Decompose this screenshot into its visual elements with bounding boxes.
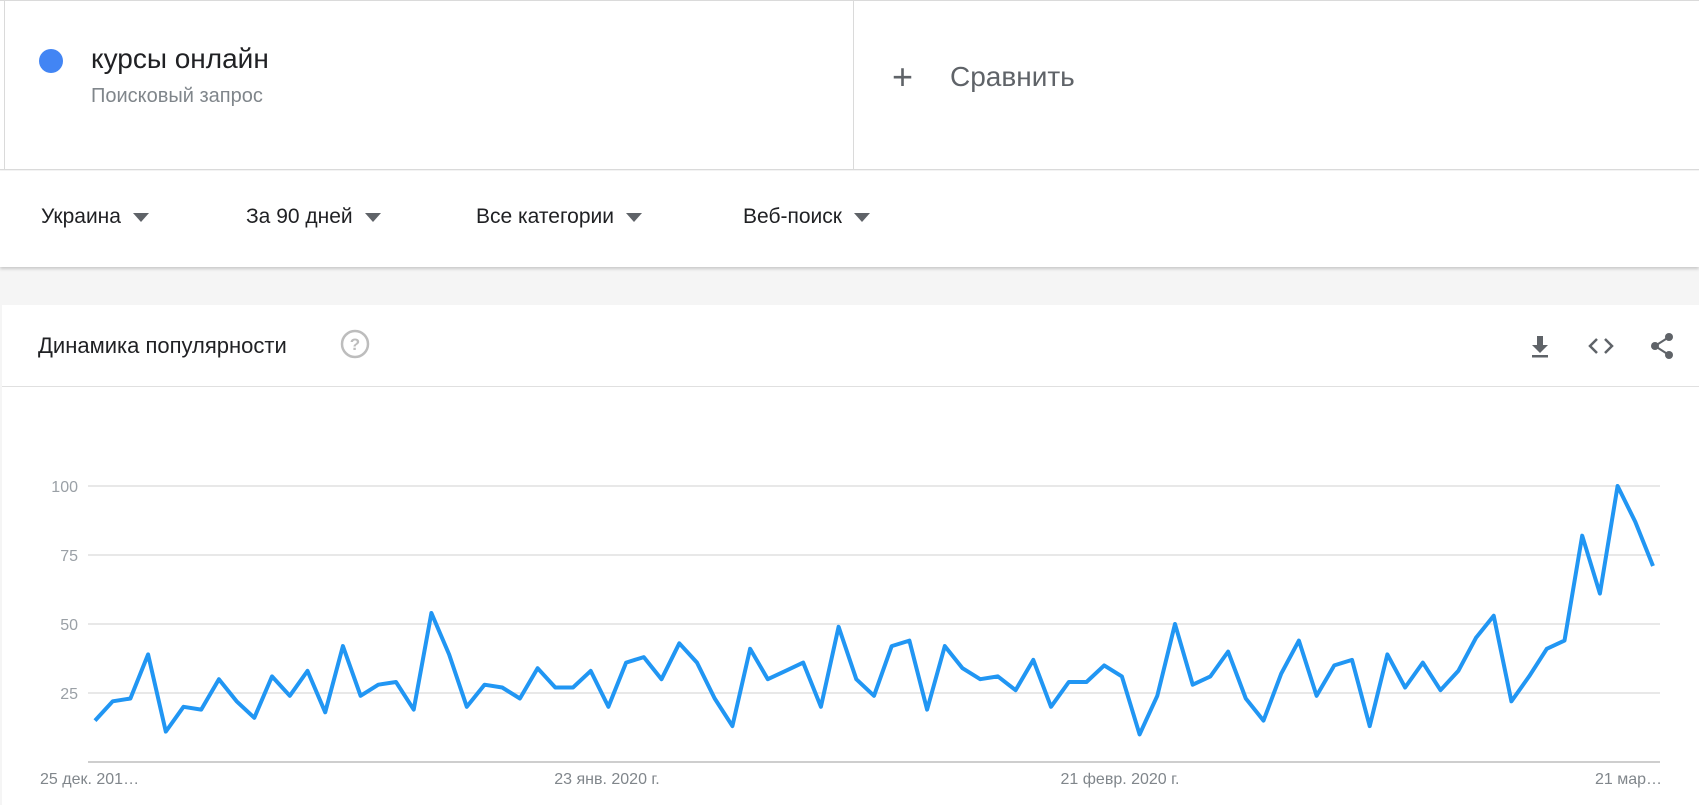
search-term-subtitle: Поисковый запрос (91, 85, 263, 107)
x-tick-label: 21 февр. 2020 г. (1061, 771, 1180, 788)
period-label: За 90 дней (246, 205, 353, 228)
y-tick-label: 75 (60, 548, 78, 565)
chevron-down-icon (132, 212, 149, 222)
filters-bar: Украина За 90 дней Все категории Веб-пои… (0, 171, 1699, 267)
chevron-down-icon (364, 212, 381, 222)
share-icon[interactable] (1647, 331, 1677, 361)
svg-text:?: ? (350, 335, 360, 354)
category-dropdown[interactable]: Все категории (476, 205, 642, 229)
compare-label: Сравнить (950, 61, 1075, 92)
region-label: Украина (41, 205, 121, 228)
category-label: Все категории (476, 205, 614, 228)
chart-header: Динамика популярности ? (2, 305, 1699, 387)
search-term-title[interactable]: курсы онлайн (91, 43, 269, 74)
line-chart: 25 50 75 100 25 дек. 201… 23 янв. 2020 г. 21 ф… (40, 479, 1662, 788)
y-tick-label: 50 (60, 617, 78, 634)
x-tick-label: 25 дек. 201… (40, 771, 139, 788)
search-term-card: курсы онлайн Поисковый запрос + Сравнить (0, 0, 1699, 170)
embed-icon[interactable] (1586, 331, 1616, 361)
y-tick-label: 25 (60, 686, 78, 703)
x-tick-label: 21 мар… (1595, 771, 1662, 788)
search-type-label: Веб-поиск (743, 205, 842, 228)
plus-icon: + (892, 56, 914, 97)
x-tick-label: 23 янв. 2020 г. (554, 771, 660, 788)
chevron-down-icon (625, 212, 642, 222)
chart-section-title: Динамика популярности (38, 333, 287, 358)
search-term-box[interactable]: курсы онлайн Поисковый запрос (4, 1, 854, 169)
interest-over-time-card: Динамика популярности ? 25 50 75 100 25 дек.… (2, 305, 1699, 805)
y-tick-label: 100 (51, 479, 78, 496)
series-color-dot (39, 49, 63, 73)
download-icon[interactable] (1525, 331, 1555, 361)
help-icon[interactable]: ? (340, 329, 370, 359)
series-line[interactable] (93, 484, 1655, 737)
search-type-dropdown[interactable]: Веб-поиск (743, 205, 870, 229)
period-dropdown[interactable]: За 90 дней (246, 205, 381, 229)
compare-button[interactable]: + Сравнить (892, 59, 1075, 95)
chevron-down-icon (853, 212, 870, 222)
region-dropdown[interactable]: Украина (41, 205, 149, 229)
